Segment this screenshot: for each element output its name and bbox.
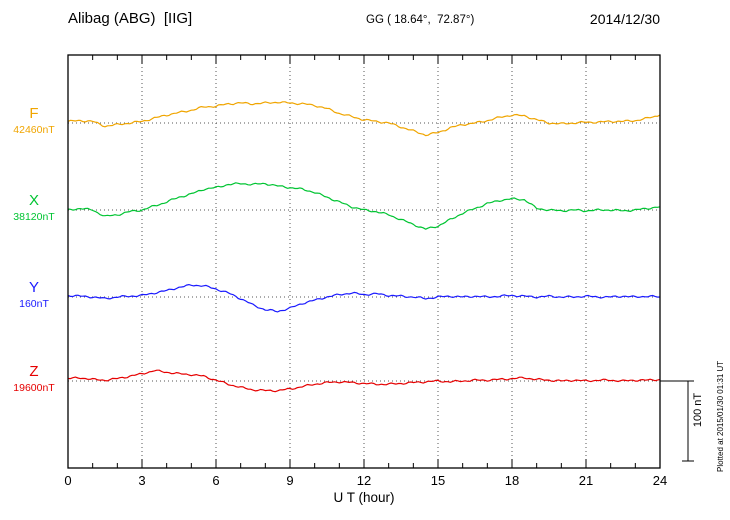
- series-baseline-F: 42460nT: [13, 124, 55, 136]
- series-baseline-X: 38120nT: [13, 211, 55, 223]
- x-tick-label: 24: [653, 473, 667, 488]
- series-baseline-Z: 19600nT: [13, 382, 55, 394]
- scalebar-label: 100 nT: [692, 392, 704, 428]
- x-tick-label: 21: [579, 473, 593, 488]
- series-label-Z: Z 19600nT: [4, 362, 64, 396]
- series-label-F: F 42460nT: [4, 104, 64, 138]
- series-name-F: F: [29, 105, 39, 122]
- series-baseline-Y: 160nT: [19, 298, 49, 310]
- trace-Y: [67, 284, 661, 313]
- x-tick-label: 12: [357, 473, 371, 488]
- x-tick-label: 18: [505, 473, 519, 488]
- trace-F: [67, 101, 661, 137]
- x-tick-label: 9: [286, 473, 293, 488]
- x-axis-title: U T (hour): [333, 490, 395, 505]
- series-label-X: X 38120nT: [4, 191, 64, 225]
- x-tick-label: 3: [138, 473, 145, 488]
- series-label-Y: Y 160nT: [4, 278, 64, 312]
- plotted-at-note: Plotted at 2015/01/30 01:31 UT: [716, 360, 725, 472]
- geo-coordinates: GG ( 18.64°, 72.87°): [366, 14, 475, 26]
- x-tick-label: 0: [64, 473, 71, 488]
- station-title: Alibag (ABG) [IIG]: [68, 10, 193, 27]
- plot-date: 2014/12/30: [589, 11, 660, 27]
- trace-X: [67, 182, 661, 230]
- trace-Z: [67, 369, 661, 393]
- x-tick-label: 15: [431, 473, 445, 488]
- series-name-Z: Z: [29, 363, 39, 380]
- series-name-Y: Y: [28, 279, 39, 296]
- series-name-X: X: [28, 192, 39, 209]
- x-tick-label: 6: [212, 473, 219, 488]
